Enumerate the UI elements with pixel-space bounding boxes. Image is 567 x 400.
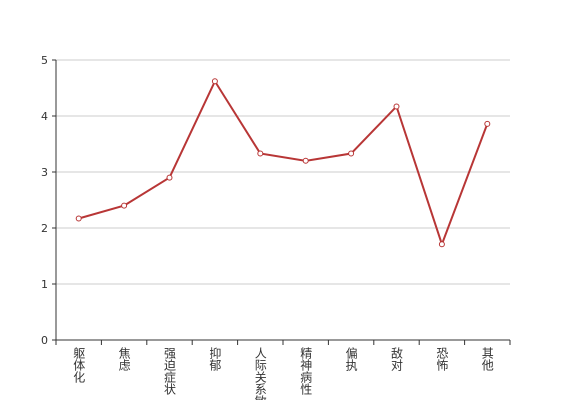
point: [211, 78, 218, 85]
x-tick-label: 躯体化: [72, 346, 86, 384]
y-tick-label: 1: [41, 278, 48, 291]
y-tick-label: 5: [41, 54, 48, 67]
x-tick-label: 焦虑: [117, 347, 131, 371]
x-tick-label: 恐怖: [435, 347, 449, 371]
x-tick-label: 敌对: [390, 346, 404, 371]
x-tick-label: 强迫症状: [163, 347, 177, 395]
y-tick-label: 4: [41, 110, 48, 123]
x-tick-label: 其他: [480, 347, 494, 371]
x-tick-label: 抑郁: [208, 346, 222, 372]
y-tick-label: 3: [41, 166, 48, 179]
point: [121, 202, 128, 209]
point: [438, 241, 445, 248]
point: [75, 215, 82, 222]
point: [348, 150, 355, 157]
point: [484, 120, 491, 127]
x-tick-label: 精神病性: [299, 347, 313, 396]
line: [78, 79, 489, 248]
y-tick-label: 2: [41, 222, 48, 235]
point: [302, 157, 309, 164]
point: [166, 174, 173, 181]
x-tick-label: 人际关系敏感: [253, 347, 267, 400]
point: [257, 150, 264, 157]
x-tick-label: 偏执: [344, 346, 358, 372]
y-tick-label: 0: [41, 334, 48, 347]
point: [393, 103, 400, 110]
